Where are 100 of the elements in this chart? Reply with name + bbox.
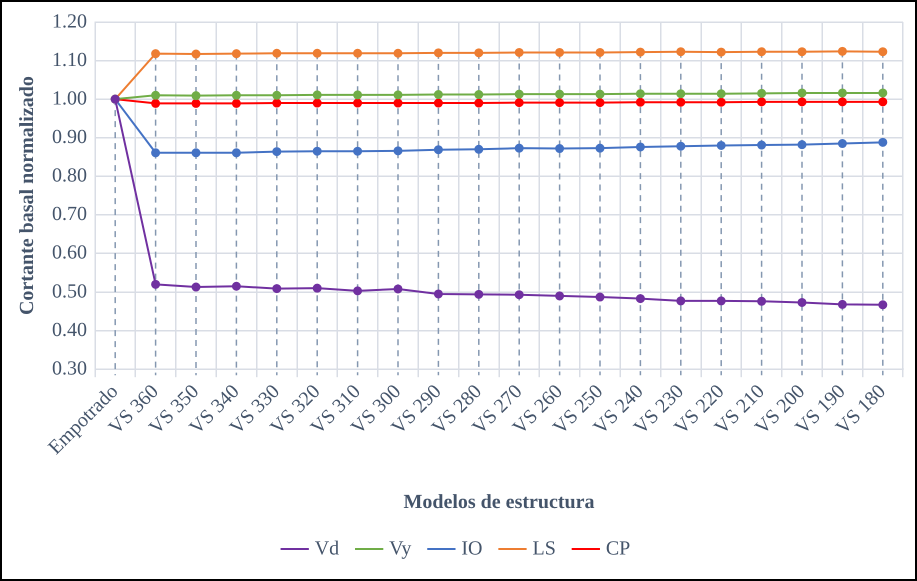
y-tick-label: 1.10 xyxy=(52,48,87,71)
point xyxy=(272,147,282,156)
point xyxy=(878,138,888,147)
point xyxy=(353,90,362,100)
point xyxy=(878,47,888,56)
point xyxy=(838,46,847,56)
legend-label: Vd xyxy=(314,537,340,560)
point xyxy=(878,97,888,106)
y-tick-label: 0.80 xyxy=(52,164,87,187)
point xyxy=(434,145,443,154)
point xyxy=(151,280,160,289)
point xyxy=(555,90,564,99)
point xyxy=(757,97,766,106)
point xyxy=(798,47,806,56)
point xyxy=(514,290,524,300)
y-tick-label: 1.20 xyxy=(52,10,87,32)
legend-label: LS xyxy=(532,537,556,560)
point xyxy=(636,142,645,152)
point xyxy=(514,144,524,153)
point xyxy=(716,89,726,98)
point xyxy=(676,142,686,151)
point xyxy=(596,90,604,99)
point xyxy=(838,88,847,98)
point xyxy=(636,98,645,107)
point xyxy=(636,294,645,304)
point xyxy=(232,90,241,100)
point xyxy=(798,97,806,106)
point xyxy=(353,98,362,108)
point xyxy=(676,98,686,107)
point xyxy=(716,140,726,150)
point xyxy=(838,97,847,106)
y-tick-label: 0.60 xyxy=(52,242,87,264)
point xyxy=(232,49,241,58)
y-tick-label: 0.30 xyxy=(52,357,87,380)
point xyxy=(596,98,604,108)
legend-label: Vy xyxy=(389,537,412,560)
point xyxy=(798,88,806,98)
point xyxy=(312,48,322,58)
point xyxy=(716,48,726,57)
point xyxy=(394,98,402,108)
point xyxy=(474,90,484,100)
point xyxy=(757,47,766,56)
point xyxy=(192,282,200,292)
point xyxy=(232,98,241,108)
y-tick-label: 0.40 xyxy=(52,318,87,341)
point xyxy=(272,48,282,58)
point xyxy=(636,89,645,98)
point xyxy=(434,98,443,108)
point xyxy=(353,146,362,156)
point xyxy=(676,89,686,98)
point xyxy=(798,298,806,307)
point xyxy=(555,48,564,57)
point xyxy=(474,48,484,58)
point xyxy=(353,286,362,296)
point xyxy=(838,300,847,309)
point xyxy=(232,282,241,291)
point xyxy=(312,284,322,293)
point xyxy=(798,140,806,150)
point xyxy=(676,296,686,306)
legend-label: IO xyxy=(461,537,482,560)
point xyxy=(353,48,362,58)
legend-label: CP xyxy=(606,537,630,560)
point xyxy=(394,284,402,294)
point xyxy=(434,90,443,100)
point xyxy=(878,300,888,310)
point xyxy=(596,144,604,153)
point xyxy=(514,98,524,108)
point xyxy=(878,88,888,98)
point xyxy=(757,296,766,306)
point xyxy=(636,48,645,57)
point xyxy=(596,48,604,57)
point xyxy=(312,146,322,156)
point xyxy=(555,144,564,154)
point xyxy=(474,98,484,108)
point xyxy=(151,98,160,108)
point xyxy=(312,98,322,108)
point xyxy=(434,289,443,298)
point xyxy=(151,148,160,158)
point xyxy=(676,47,686,56)
x-axis-title: Modelos de estructura xyxy=(403,491,595,514)
point xyxy=(151,49,160,58)
point xyxy=(192,91,200,100)
point xyxy=(272,284,282,294)
point xyxy=(474,290,484,299)
point xyxy=(312,90,322,100)
point xyxy=(192,50,200,59)
point xyxy=(757,88,766,98)
point xyxy=(838,139,847,148)
point xyxy=(272,98,282,108)
point xyxy=(716,98,726,107)
point xyxy=(192,98,200,108)
y-tick-label: 0.50 xyxy=(52,280,87,302)
point xyxy=(434,48,443,58)
point xyxy=(596,292,604,302)
point xyxy=(272,90,282,100)
point xyxy=(555,98,564,108)
point xyxy=(192,148,200,158)
point xyxy=(394,146,402,156)
point xyxy=(514,90,524,99)
point xyxy=(474,144,484,154)
